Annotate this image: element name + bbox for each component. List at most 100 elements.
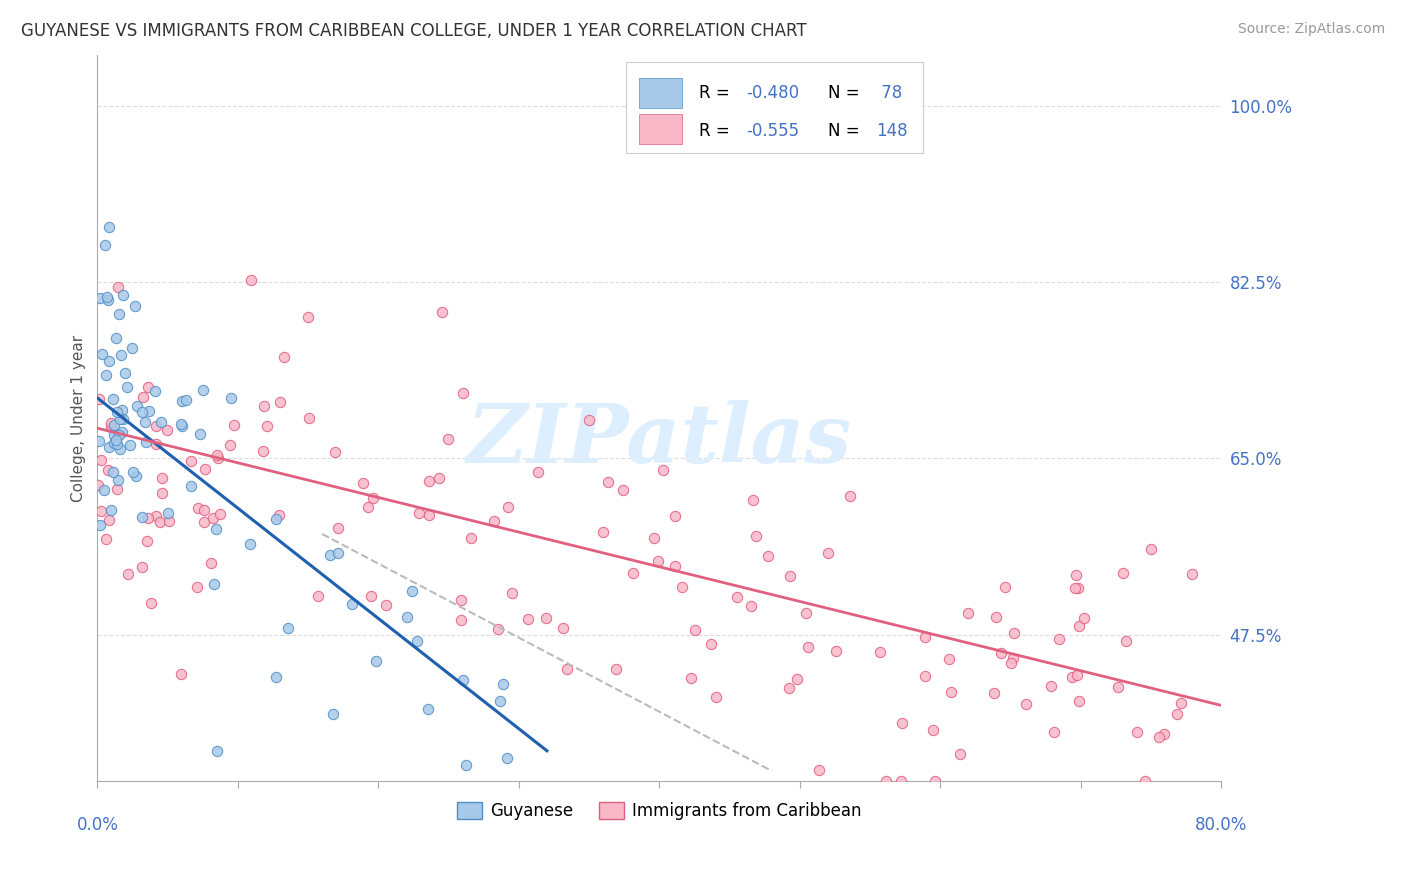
Point [740, 599, 762, 613]
Point [1001, 651, 1024, 665]
Point [1147, 730, 1170, 744]
Point [103, 465, 125, 479]
Point [405, 633, 427, 648]
Point [118, 437, 141, 451]
Point [201, 510, 224, 524]
Point [839, 489, 862, 503]
Point [484, 514, 506, 528]
Point [451, 673, 474, 688]
Point [193, 503, 215, 517]
Point [256, 418, 278, 433]
Point [170, 667, 193, 681]
Point [105, 483, 128, 497]
Point [492, 677, 515, 691]
Point [496, 500, 519, 515]
Point [745, 529, 768, 543]
FancyBboxPatch shape [640, 114, 682, 145]
Point [1133, 774, 1156, 789]
Point [222, 417, 245, 432]
Point [141, 596, 163, 610]
Point [418, 702, 440, 716]
Point [157, 514, 180, 528]
Text: Source: ZipAtlas.com: Source: ZipAtlas.com [1237, 22, 1385, 37]
Point [180, 454, 202, 468]
Point [357, 500, 380, 515]
Point [134, 416, 156, 430]
Point [205, 744, 228, 758]
Point [131, 560, 153, 574]
Point [94, 368, 117, 383]
Point [156, 423, 179, 437]
Point [1170, 696, 1192, 710]
Point [186, 580, 208, 594]
Point [1002, 626, 1025, 640]
Point [150, 471, 173, 485]
Point [994, 580, 1017, 594]
Point [297, 310, 319, 325]
Point [121, 341, 143, 355]
Point [100, 503, 122, 517]
Point [495, 750, 517, 764]
Point [534, 611, 557, 625]
Point [97, 219, 120, 234]
Point [188, 427, 211, 442]
Point [252, 444, 274, 458]
Point [115, 380, 138, 394]
FancyBboxPatch shape [640, 78, 682, 108]
Point [941, 684, 963, 698]
Point [1073, 611, 1095, 625]
Point [319, 549, 342, 563]
Point [891, 715, 914, 730]
Point [797, 640, 820, 655]
Point [87, 392, 110, 406]
Point [432, 304, 454, 318]
Point [364, 654, 387, 668]
Point [90, 504, 112, 518]
Point [786, 672, 808, 686]
Point [956, 606, 979, 620]
Point [1066, 668, 1088, 682]
Point [96, 290, 118, 304]
Point [132, 390, 155, 404]
Point [90, 453, 112, 467]
Point [922, 723, 945, 737]
Point [103, 428, 125, 442]
Point [264, 512, 287, 526]
Point [756, 549, 779, 563]
Point [352, 475, 374, 490]
Point [664, 508, 686, 523]
Point [145, 437, 167, 451]
Point [145, 419, 167, 434]
Point [1015, 698, 1038, 712]
Point [664, 558, 686, 573]
Point [592, 524, 614, 539]
Point [596, 475, 619, 489]
Point [264, 670, 287, 684]
Point [94, 532, 117, 546]
Point [221, 391, 243, 405]
Point [273, 351, 295, 365]
Point [990, 646, 1012, 660]
Point [107, 473, 129, 487]
Point [652, 463, 675, 477]
Point [107, 428, 129, 442]
Point [1069, 694, 1091, 708]
Point [150, 485, 173, 500]
Point [117, 567, 139, 582]
Point [150, 415, 173, 429]
Point [105, 436, 128, 450]
Text: N =: N = [828, 84, 865, 102]
Text: 78: 78 [876, 84, 903, 102]
Point [1115, 634, 1137, 648]
Point [1064, 581, 1087, 595]
Point [277, 621, 299, 635]
Point [869, 645, 891, 659]
Point [328, 546, 350, 560]
Point [108, 412, 131, 426]
Point [578, 413, 600, 427]
Point [643, 531, 665, 545]
Point [125, 469, 148, 483]
Point [97, 463, 120, 477]
Point [704, 690, 727, 705]
Point [1042, 724, 1064, 739]
